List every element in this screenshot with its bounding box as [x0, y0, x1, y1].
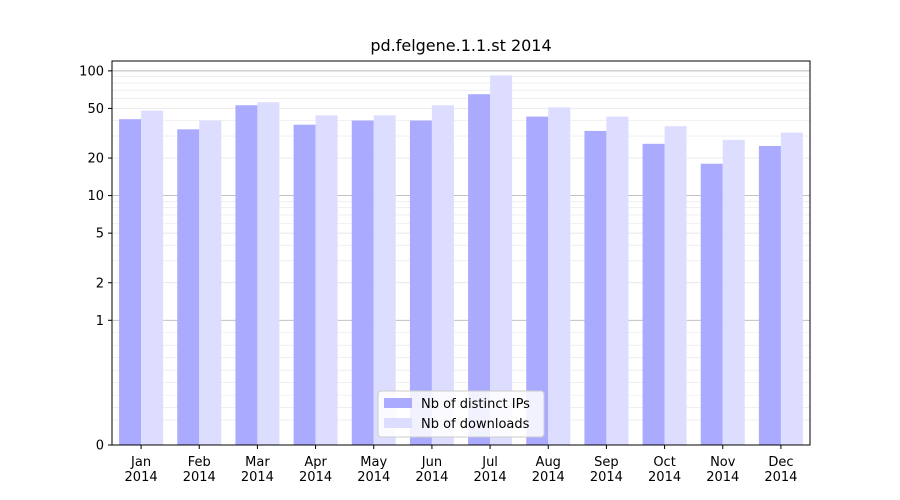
bar-downloads-jan	[141, 110, 164, 445]
x-tick-year: 2014	[532, 470, 565, 485]
y-tick-label: 1	[96, 314, 104, 329]
bar-distinct-ips-jun	[409, 120, 432, 445]
plot-frame	[111, 60, 811, 446]
legend-swatch	[384, 398, 412, 408]
x-tick-month: Jul	[481, 455, 498, 470]
x-tick-month: May	[360, 455, 387, 470]
x-tick-month: Mar	[245, 455, 270, 470]
x-tick-label: Sep 2014	[590, 455, 623, 485]
x-tick-month: Jan	[130, 455, 151, 470]
bars-layer	[119, 75, 803, 446]
bar-distinct-ips-dec	[758, 145, 781, 446]
y-tick-label: 2	[96, 276, 104, 291]
bar-distinct-ips-aug	[526, 116, 549, 445]
bar-downloads-nov	[722, 139, 745, 445]
bar-downloads-apr	[315, 115, 338, 445]
bar-downloads-jun	[431, 105, 454, 446]
legend-label: Nb of downloads	[421, 417, 530, 432]
x-tick-month: Jun	[421, 455, 442, 470]
x-tick-month: Feb	[188, 455, 211, 470]
bar-distinct-ips-may	[351, 120, 374, 445]
bar-distinct-ips-jan	[119, 119, 142, 446]
x-tick-label: Jan 2014	[125, 455, 158, 485]
bar-distinct-ips-jul	[468, 94, 491, 445]
y-tick-label: 10	[87, 189, 104, 204]
x-tick-month: Oct	[653, 455, 675, 470]
x-tick-year: 2014	[241, 470, 274, 485]
bar-distinct-ips-sep	[584, 130, 607, 445]
legend-label: Nb of distinct IPs	[421, 397, 530, 412]
x-tick-label: Nov 2014	[706, 455, 739, 485]
x-tick-year: 2014	[357, 470, 390, 485]
x-tick-month: Sep	[594, 455, 619, 470]
x-tick-month: Nov	[710, 455, 736, 470]
bar-distinct-ips-nov	[700, 163, 723, 445]
x-tick-label: Dec 2014	[764, 455, 797, 485]
bar-downloads-jul	[490, 75, 513, 446]
chart-title: pd.felgene.1.1.st 2014	[370, 36, 551, 55]
x-tick-label: Jul 2014	[474, 455, 507, 485]
x-tick-month: Apr	[304, 455, 327, 470]
x-tick-year: 2014	[648, 470, 681, 485]
x-tick-label: Apr 2014	[299, 455, 332, 485]
x-tick-label: Feb 2014	[183, 455, 216, 485]
x-tick-label: Aug 2014	[532, 455, 565, 485]
legend: Nb of distinct IPs Nb of downloads	[377, 390, 545, 438]
x-tick-label: Jun 2014	[415, 455, 448, 485]
x-tick-label: Mar 2014	[241, 455, 274, 485]
bar-downloads-may	[373, 115, 396, 445]
x-tick-year: 2014	[474, 470, 507, 485]
grid-layer	[112, 70, 810, 421]
y-axis: 0 1 2 5 10 20 50 100	[79, 64, 112, 454]
legend-box	[377, 390, 545, 438]
y-tick-label: 20	[87, 152, 104, 167]
x-tick-year: 2014	[590, 470, 623, 485]
bar-downloads-oct	[664, 126, 687, 446]
bar-downloads-feb	[199, 120, 222, 445]
bar-distinct-ips-apr	[293, 124, 316, 445]
bar-distinct-ips-mar	[235, 105, 258, 446]
y-tick-label: 0	[96, 439, 104, 454]
bar-distinct-ips-oct	[642, 143, 665, 446]
y-tick-label: 5	[96, 227, 104, 242]
bar-downloads-sep	[606, 116, 629, 445]
x-tick-year: 2014	[125, 470, 158, 485]
bar-downloads-aug	[548, 107, 571, 445]
x-tick-year: 2014	[706, 470, 739, 485]
x-tick-month: Dec	[768, 455, 793, 470]
x-tick-year: 2014	[299, 470, 332, 485]
bar-downloads-dec	[780, 132, 803, 446]
y-tick-label: 100	[79, 64, 104, 79]
legend-swatch	[384, 418, 412, 428]
y-tick-label: 50	[87, 102, 104, 117]
x-tick-month: Aug	[536, 455, 561, 470]
x-tick-year: 2014	[415, 470, 448, 485]
x-tick-year: 2014	[183, 470, 216, 485]
bar-downloads-mar	[257, 102, 280, 446]
x-tick-label: May 2014	[357, 455, 390, 485]
x-tick-year: 2014	[764, 470, 797, 485]
x-tick-label: Oct 2014	[648, 455, 681, 485]
bar-distinct-ips-feb	[177, 129, 200, 446]
